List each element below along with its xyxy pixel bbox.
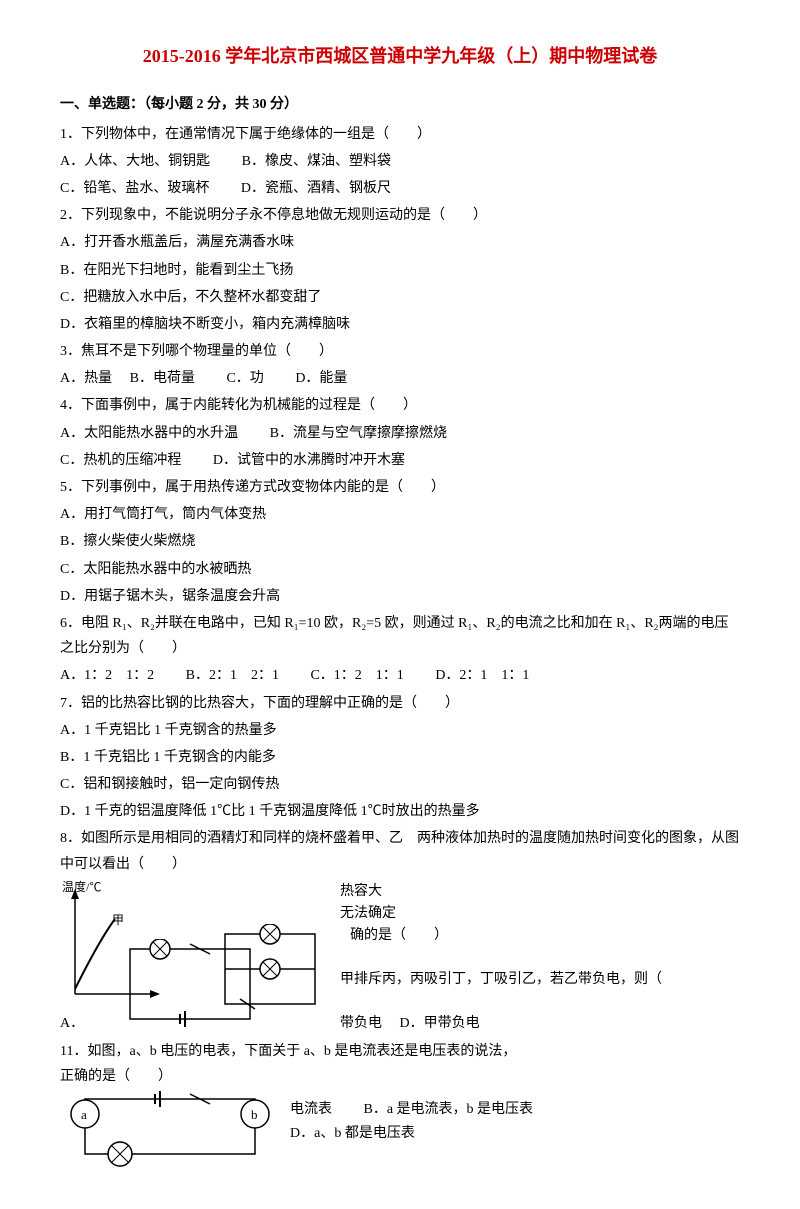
figure-area-2: a b 电流表 B．a 是电流表，b 是电压表 D．a、b 都是电压表 [60,1089,740,1169]
q10-optD: D．甲带负电 [400,1016,480,1031]
section-1-header: 一、单选题：（每小题 2 分，共 30 分） [60,92,740,117]
q3-options: A．热量 B．电荷量 C．功 D．能量 [60,366,740,391]
q2-optB: B．在阳光下扫地时，能看到尘土飞扬 [60,258,740,283]
q2-optD: D．衣箱里的樟脑块不断变小，箱内充满樟脑味 [60,312,740,337]
q6-options: A．1：2 1：2 B．2：1 2：1 C．1：2 1：1 D．2：1 1：1 [60,663,740,688]
q1-optD: D．瓷瓶、酒精、钢板尺 [241,181,391,196]
q4-optB: B．流星与空气摩擦摩擦燃烧 [270,426,447,441]
exam-title: 2015-2016 学年北京市西城区普通中学九年级（上）期中物理试卷 [60,40,740,72]
q4-optA: A．太阳能热水器中的水升温 [60,426,238,441]
q4-options-line2: C．热机的压缩冲程 D．试管中的水沸腾时冲开木塞 [60,448,740,473]
q3-optB: B．电荷量 [130,371,195,386]
q5-optC: C．太阳能热水器中的水被晒热 [60,557,740,582]
q4-optD: D．试管中的水沸腾时冲开木塞 [213,453,405,468]
question-4: 4．下面事例中，属于内能转化为机械能的过程是（ ） [60,393,740,418]
question-7: 7．铝的比热容比钢的比热容大，下面的理解中正确的是（ ） [60,691,740,716]
q7-optD: D．1 千克的铝温度降低 1℃比 1 千克钢温度降低 1℃时放出的热量多 [60,799,740,824]
q1-optB: B．橡皮、煤油、塑料袋 [242,154,391,169]
question-8: 8．如图所示是用相同的酒精灯和同样的烧杯盛着甲、乙 两种液体加热时的温度随加热时… [60,826,740,876]
q11-optB: B．a 是电流表，b 是电压表 [364,1102,534,1117]
q1-optC: C．铅笔、盐水、玻璃杯 [60,181,209,196]
q2-optC: C．把糖放入水中后，不久整杯水都变甜了 [60,285,740,310]
svg-text:温度/℃: 温度/℃ [62,879,101,894]
svg-text:a: a [81,1107,87,1122]
svg-text:甲: 甲 [112,913,124,927]
q10-text-frag: 甲排斥丙，丙吸引丁，丁吸引乙，若乙带负电，则（ [340,967,662,992]
q10-optC: 带负电 [340,1016,382,1031]
q5-optA: A．用打气筒打气，筒内气体变热 [60,502,740,527]
q7-optC: C．铝和钢接触时，铝一定向钢传热 [60,772,740,797]
q3-optC: C．功 [226,371,263,386]
q1-options-line1: A．人体、大地、铜钥匙 B．橡皮、煤油、塑料袋 [60,149,740,174]
question-6: 6．电阻 R₁、R₂并联在电路中，已知 R₁=10 欧，R₂=5 欧，则通过 R… [60,611,740,661]
figure-area: 温度/℃ 甲 热容大 无法确定 确的是（ ） 甲排斥丙，丙吸引丁，丁吸引乙，若乙… [60,879,740,1029]
q9-text-frag: 确的是（ ） [350,923,448,948]
circuit-diagram-3-icon: a b [60,1089,280,1169]
q7-optA: A．1 千克铝比 1 千克钢含的热量多 [60,718,740,743]
svg-text:b: b [251,1107,258,1122]
q3-optA: A．热量 [60,371,112,386]
q11-optD: D．a、b 都是电压表 [290,1126,415,1141]
q6-optA: A．1：2 1：2 [60,668,154,683]
q4-optC: C．热机的压缩冲程 [60,453,181,468]
circuit-diagram-2-icon [215,924,325,1014]
question-5: 5．下列事例中，属于用热传递方式改变物体内能的是（ ） [60,475,740,500]
q6-optB: B．2：1 2：1 [186,668,279,683]
q1-options-line2: C．铅笔、盐水、玻璃杯 D．瓷瓶、酒精、钢板尺 [60,176,740,201]
q3-optD: D．能量 [295,371,347,386]
q6-optD: D．2：1 1：1 [435,668,529,683]
question-2: 2．下列现象中，不能说明分子永不停息地做无规则运动的是（ ） [60,203,740,228]
q11-line2: 正确的是（ ） [60,1064,740,1089]
question-3: 3．焦耳不是下列哪个物理量的单位（ ） [60,339,740,364]
q5-optB: B．擦火柴使火柴燃烧 [60,529,740,554]
question-1: 1．下列物体中，在通常情况下属于绝缘体的一组是（ ） [60,122,740,147]
q6-optC: C．1：2 1：1 [310,668,403,683]
q11-optA-suffix: 电流表 [290,1102,332,1117]
q4-options-line1: A．太阳能热水器中的水升温 B．流星与空气摩擦摩擦燃烧 [60,421,740,446]
q7-optB: B．1 千克铝比 1 千克钢含的内能多 [60,745,740,770]
q1-optA: A．人体、大地、铜钥匙 [60,154,210,169]
q5-optD: D．用锯子锯木头，锯条温度会升高 [60,584,740,609]
q2-optA: A．打开香水瓶盖后，满屋充满香水味 [60,230,740,255]
q11-line1: 11．如图，a、b 电压的电表，下面关于 a、b 是电流表还是电压表的说法， [60,1039,740,1064]
